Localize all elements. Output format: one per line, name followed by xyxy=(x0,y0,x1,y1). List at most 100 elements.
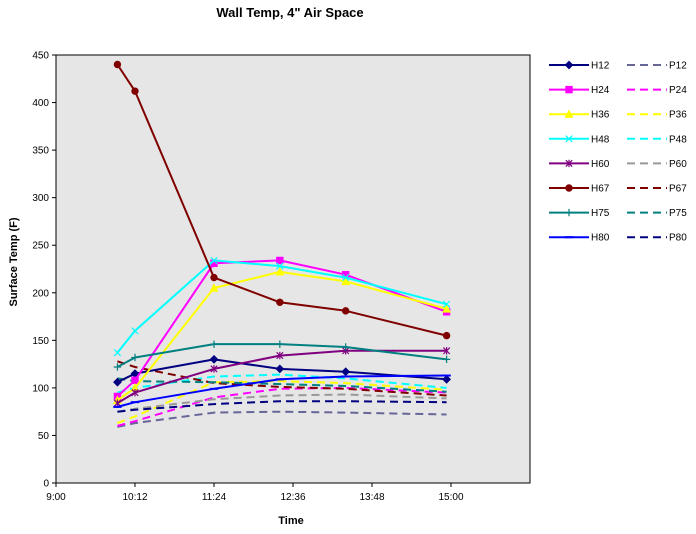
y-tick-label: 400 xyxy=(32,98,49,109)
series-line-p80 xyxy=(117,400,447,413)
data-point xyxy=(276,262,284,270)
series-h75 xyxy=(113,340,451,371)
series-line-p36 xyxy=(117,380,447,425)
y-tick-label: 350 xyxy=(32,146,49,157)
data-point xyxy=(442,374,452,384)
legend: H12 H24 H36 H48 H60 H67 H75 H80 P12 P24 P36 P48 P60 P… xyxy=(549,61,687,244)
y-axis-label: Surface Temp (F) xyxy=(8,217,20,306)
x-tick-label: 10:12 xyxy=(122,492,147,503)
legend-item-p36: P36 xyxy=(627,110,687,121)
x-tick-label: 15:00 xyxy=(438,492,463,503)
data-point xyxy=(113,377,122,387)
data-point xyxy=(276,298,284,306)
data-point xyxy=(113,363,122,371)
data-point xyxy=(210,340,218,348)
legend-label: H80 xyxy=(591,233,610,244)
data-point xyxy=(131,87,139,95)
data-point xyxy=(210,256,218,265)
legend-label: P75 xyxy=(669,208,687,219)
data-point xyxy=(442,355,451,364)
data-point xyxy=(341,343,350,351)
series-h67 xyxy=(113,60,451,340)
data-point xyxy=(342,273,350,282)
y-tick-label: 250 xyxy=(32,241,49,252)
legend-label: H67 xyxy=(591,184,610,195)
legend-label: H48 xyxy=(591,134,610,145)
data-point xyxy=(131,376,139,384)
legend-item-p12: P12 xyxy=(627,61,687,72)
series-line-h67 xyxy=(116,63,447,337)
legend-item-h75: H75 xyxy=(549,208,610,219)
legend-label: H36 xyxy=(591,110,610,121)
legend-label: P24 xyxy=(669,85,687,96)
legend-item-h60: H60 xyxy=(549,159,610,170)
y-tick-label: 300 xyxy=(32,193,49,204)
series-h60 xyxy=(113,347,451,407)
x-tick-label: 9:00 xyxy=(46,492,66,503)
legend-label: H75 xyxy=(591,208,610,219)
y-axis: 0 50 100 150 200 250 300 350 400 450 xyxy=(32,51,56,490)
legend-item-p67: P67 xyxy=(627,184,687,195)
legend-label: H24 xyxy=(591,85,610,96)
legend-item-h67: H67 xyxy=(549,184,610,195)
data-point xyxy=(442,300,451,308)
data-point xyxy=(276,340,284,348)
legend-item-p60: P60 xyxy=(627,159,687,170)
data-point xyxy=(275,364,285,374)
legend-label: P80 xyxy=(669,233,687,244)
x-axis-label: Time xyxy=(278,515,303,527)
series-p36 xyxy=(117,380,447,425)
data-point xyxy=(209,354,219,364)
series-line-h60 xyxy=(116,349,447,404)
series-h48 xyxy=(113,256,451,357)
data-point xyxy=(131,353,139,362)
data-point xyxy=(341,367,351,377)
data-point xyxy=(113,349,122,357)
series-line-p24 xyxy=(117,386,447,427)
data-point xyxy=(442,331,451,340)
data-point xyxy=(210,273,218,282)
series-line-h48 xyxy=(116,259,447,354)
data-point xyxy=(113,399,122,407)
legend-item-h24: H24 xyxy=(549,85,610,96)
legend-item-h12: H12 xyxy=(549,61,610,72)
series-layer xyxy=(112,60,452,428)
data-point xyxy=(442,347,451,355)
data-point xyxy=(209,283,219,292)
series-line-p12 xyxy=(117,410,447,428)
legend-item-p75: P75 xyxy=(627,208,687,219)
y-tick-label: 0 xyxy=(43,479,49,490)
legend-item-h80: H80 xyxy=(549,233,610,244)
x-tick-label: 13:48 xyxy=(359,492,384,503)
y-tick-label: 200 xyxy=(32,288,49,299)
y-tick-label: 50 xyxy=(38,431,50,442)
series-h80 xyxy=(113,374,451,408)
data-point xyxy=(131,327,139,335)
legend-label: P67 xyxy=(669,184,687,195)
series-h12 xyxy=(113,354,452,387)
legend-item-p24: P24 xyxy=(627,85,687,96)
legend-label: H60 xyxy=(591,159,610,170)
legend-item-h36: H36 xyxy=(549,109,610,121)
legend-label: P36 xyxy=(669,110,687,121)
data-point xyxy=(210,365,218,373)
x-axis: 9:00 10:12 11:24 12:36 13:48 15:00 xyxy=(46,483,464,503)
data-point xyxy=(276,351,284,360)
data-point xyxy=(341,307,350,315)
y-tick-label: 150 xyxy=(32,336,49,347)
legend-label: P12 xyxy=(669,61,687,72)
data-point xyxy=(442,304,452,313)
y-tick-label: 100 xyxy=(32,383,49,394)
chart-title: Wall Temp, 4" Air Space xyxy=(216,5,363,20)
series-p24 xyxy=(117,386,447,427)
legend-label: H12 xyxy=(591,61,610,72)
data-point xyxy=(275,267,285,276)
legend-item-p48: P48 xyxy=(627,134,687,145)
x-tick-label: 11:24 xyxy=(202,492,227,503)
series-p12 xyxy=(117,410,447,428)
legend-label: P48 xyxy=(669,134,687,145)
legend-item-p80: P80 xyxy=(627,233,687,244)
data-point xyxy=(341,276,351,286)
legend-label: P60 xyxy=(669,159,687,170)
